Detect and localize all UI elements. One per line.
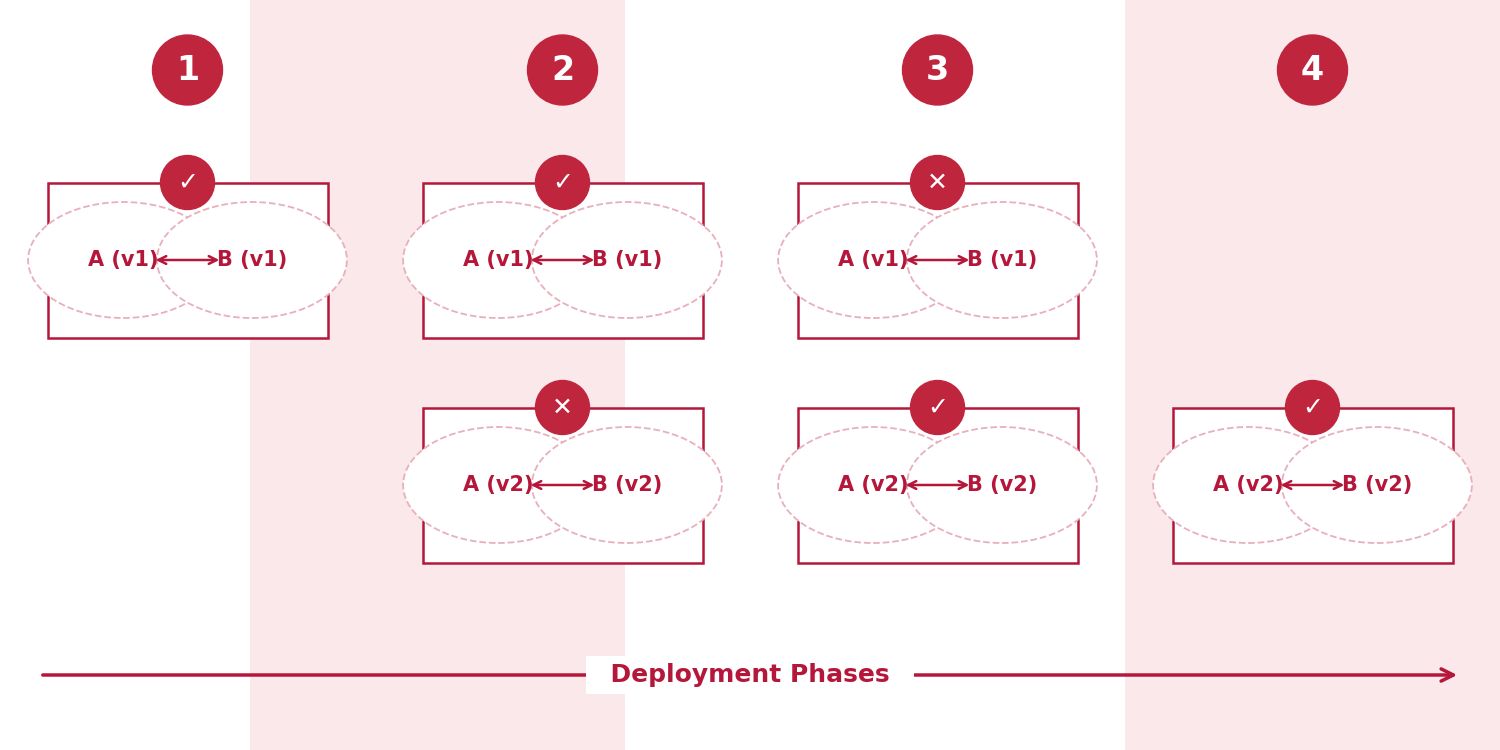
Circle shape <box>1278 35 1347 105</box>
Text: ✓: ✓ <box>1302 395 1323 419</box>
FancyBboxPatch shape <box>48 182 327 338</box>
Text: B (v2): B (v2) <box>592 475 662 495</box>
Circle shape <box>160 155 214 209</box>
Text: B (v2): B (v2) <box>1342 475 1412 495</box>
FancyBboxPatch shape <box>423 182 702 338</box>
Ellipse shape <box>778 427 968 543</box>
Ellipse shape <box>404 427 592 543</box>
Text: A (v2): A (v2) <box>464 475 534 495</box>
FancyBboxPatch shape <box>798 407 1077 562</box>
Text: B (v1): B (v1) <box>968 250 1036 270</box>
Text: A (v1): A (v1) <box>839 250 909 270</box>
Text: ✕: ✕ <box>927 170 948 194</box>
Text: ✕: ✕ <box>552 395 573 419</box>
Circle shape <box>1286 380 1340 434</box>
Text: 3: 3 <box>926 53 950 86</box>
Bar <box>1125 0 1500 750</box>
Text: 4: 4 <box>1300 53 1324 86</box>
Ellipse shape <box>1282 427 1472 543</box>
Text: A (v2): A (v2) <box>839 475 909 495</box>
Circle shape <box>536 380 590 434</box>
Circle shape <box>536 155 590 209</box>
Text: B (v2): B (v2) <box>968 475 1036 495</box>
Ellipse shape <box>532 202 722 318</box>
FancyBboxPatch shape <box>798 182 1077 338</box>
Ellipse shape <box>908 427 1096 543</box>
Ellipse shape <box>1154 427 1342 543</box>
Text: Deployment Phases: Deployment Phases <box>592 663 908 687</box>
Ellipse shape <box>28 202 218 318</box>
Text: B (v1): B (v1) <box>592 250 662 270</box>
Circle shape <box>903 35 972 105</box>
Text: A (v1): A (v1) <box>464 250 534 270</box>
Text: 2: 2 <box>550 53 574 86</box>
FancyBboxPatch shape <box>423 407 702 562</box>
Ellipse shape <box>404 202 592 318</box>
Circle shape <box>910 155 964 209</box>
Ellipse shape <box>532 427 722 543</box>
Text: A (v2): A (v2) <box>1214 475 1284 495</box>
Text: ✓: ✓ <box>927 395 948 419</box>
Ellipse shape <box>158 202 346 318</box>
Text: B (v1): B (v1) <box>217 250 286 270</box>
Bar <box>251 0 626 750</box>
Text: 1: 1 <box>176 53 200 86</box>
Circle shape <box>153 35 222 105</box>
Text: A (v1): A (v1) <box>88 250 159 270</box>
Circle shape <box>528 35 597 105</box>
FancyBboxPatch shape <box>1173 407 1452 562</box>
Text: ✓: ✓ <box>177 170 198 194</box>
Ellipse shape <box>778 202 968 318</box>
Ellipse shape <box>908 202 1096 318</box>
Circle shape <box>910 380 964 434</box>
Text: ✓: ✓ <box>552 170 573 194</box>
